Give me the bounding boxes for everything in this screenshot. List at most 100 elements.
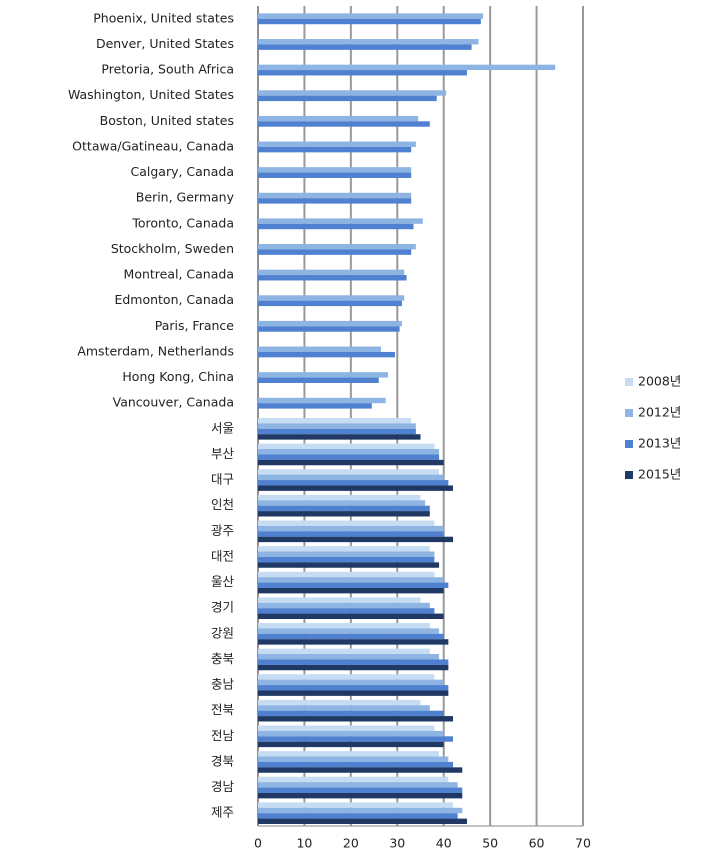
- bar: [258, 633, 444, 640]
- bar: [258, 761, 453, 768]
- bar: [258, 70, 467, 76]
- legend-label: 2012년: [638, 405, 681, 420]
- bar: [258, 167, 412, 173]
- y-tick-label: 경북: [211, 753, 234, 768]
- bar: [258, 685, 449, 691]
- bar: [258, 551, 435, 557]
- bar: [258, 480, 449, 486]
- bar: [258, 639, 449, 645]
- bar: [258, 474, 444, 481]
- bar: [258, 613, 444, 619]
- bar: [258, 146, 412, 153]
- y-tick-label: 대전: [211, 548, 234, 563]
- bar: [258, 546, 430, 552]
- bar: [258, 90, 447, 96]
- bar: [258, 648, 430, 655]
- bar: [258, 459, 444, 466]
- bar: [258, 556, 435, 563]
- bar: [258, 346, 382, 352]
- bar: [258, 418, 412, 424]
- bar: [258, 751, 440, 757]
- bar: [258, 597, 421, 603]
- bar: [258, 756, 449, 762]
- legend-label: 2013년: [638, 436, 681, 451]
- bar: [258, 95, 437, 102]
- y-tick-label: 경기: [211, 600, 234, 615]
- bar: [258, 520, 435, 526]
- bar: [258, 434, 421, 440]
- bar: [258, 690, 449, 696]
- bar: [258, 511, 430, 517]
- bar: [258, 449, 440, 455]
- bar: [258, 699, 421, 706]
- bar: [258, 571, 435, 578]
- bar: [258, 582, 449, 588]
- y-tick-label: 전남: [211, 728, 235, 743]
- legend-swatch: [625, 409, 633, 417]
- bar: [258, 802, 453, 808]
- bar: [258, 295, 405, 301]
- bar: [258, 536, 453, 543]
- x-tick-label: 20: [343, 836, 359, 851]
- bar: [258, 249, 412, 255]
- y-tick-label: Denver, United States: [96, 36, 234, 51]
- bar: [258, 326, 400, 332]
- bar: [258, 776, 449, 783]
- bar: [258, 705, 430, 711]
- bar: [258, 608, 435, 614]
- bar: [258, 654, 440, 660]
- bar: [258, 198, 412, 204]
- y-tick-label: Paris, France: [155, 318, 235, 333]
- bar: [258, 428, 416, 435]
- y-tick-label: Pretoria, South Africa: [101, 62, 234, 77]
- bar: [258, 192, 412, 199]
- y-tick-label: 부산: [211, 446, 235, 461]
- bar: [258, 115, 419, 122]
- bar: [258, 485, 453, 491]
- bar: [258, 505, 430, 512]
- y-tick-label: 대구: [211, 472, 234, 487]
- y-tick-label: 경남: [211, 779, 235, 794]
- y-tick-label: 충북: [211, 651, 234, 666]
- y-tick-label: Toronto, Canada: [131, 215, 234, 230]
- bar: [258, 372, 388, 378]
- bar: [258, 218, 423, 224]
- bar: [258, 13, 484, 19]
- bar: [258, 716, 453, 722]
- x-tick-label: 0: [254, 836, 262, 851]
- bar: [258, 587, 444, 594]
- bar: [258, 39, 479, 45]
- bar: [258, 807, 463, 814]
- y-tick-label: Phoenix, United states: [93, 10, 234, 25]
- bar: [258, 141, 416, 147]
- bar: [258, 351, 395, 358]
- bar: [258, 377, 379, 383]
- bar: [258, 602, 430, 609]
- y-tick-label: 제주: [211, 805, 234, 820]
- bar: [258, 244, 416, 250]
- y-tick-label: 서울: [211, 420, 234, 435]
- y-tick-label: Vancouver, Canada: [113, 395, 234, 410]
- bar: [258, 64, 556, 71]
- bar: [258, 730, 444, 737]
- y-tick-label: Edmonton, Canada: [114, 292, 234, 307]
- x-tick-label: 10: [296, 836, 312, 851]
- bar: [258, 454, 440, 460]
- y-tick-label: 인천: [211, 497, 234, 512]
- bar: [258, 121, 430, 127]
- bar: [258, 787, 463, 793]
- bar: [258, 525, 444, 532]
- bar: [258, 300, 402, 307]
- bar: [258, 710, 444, 717]
- y-tick-label: Boston, United states: [100, 113, 234, 128]
- bar: [258, 659, 449, 665]
- bar: [258, 403, 372, 409]
- bar: [258, 494, 421, 501]
- bar: [258, 18, 481, 25]
- bar: [258, 813, 458, 819]
- y-tick-label: Washington, United States: [68, 87, 234, 102]
- bar: [258, 172, 412, 178]
- legend-swatch: [625, 378, 633, 386]
- bar: [258, 767, 463, 773]
